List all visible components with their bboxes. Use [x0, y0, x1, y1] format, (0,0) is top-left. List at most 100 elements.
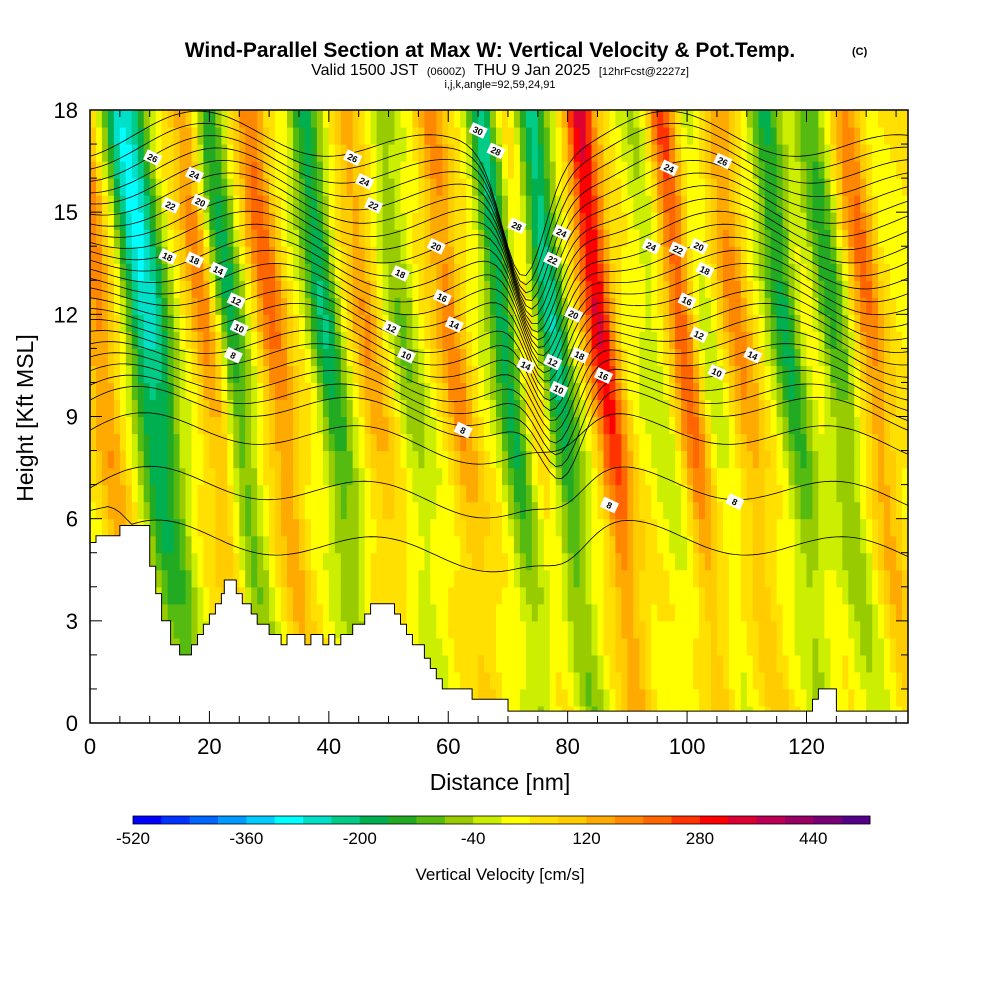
w-cell — [788, 297, 796, 315]
w-cell — [693, 127, 700, 145]
w-cell — [203, 161, 210, 179]
w-cell — [776, 569, 784, 588]
w-cell — [149, 280, 157, 298]
w-cell — [878, 603, 885, 622]
w-cell — [806, 365, 814, 383]
w-cell — [609, 688, 617, 707]
w-cell — [788, 127, 796, 145]
w-cell — [173, 161, 181, 179]
w-cell — [627, 246, 634, 264]
w-cell — [502, 348, 509, 366]
w-cell — [866, 365, 873, 383]
w-cell — [209, 212, 216, 230]
w-cell — [716, 552, 724, 571]
w-cell — [119, 246, 127, 264]
w-cell — [615, 178, 622, 196]
w-cell — [215, 518, 222, 537]
w-cell — [878, 467, 885, 486]
w-cell — [657, 620, 664, 639]
w-cell — [96, 501, 103, 520]
w-cell — [376, 433, 384, 452]
w-cell — [591, 671, 599, 690]
w-cell — [872, 161, 879, 179]
w-cell — [513, 518, 521, 537]
w-cell — [633, 620, 640, 639]
w-cell — [764, 688, 772, 707]
w-cell — [728, 127, 736, 145]
w-cell — [836, 263, 843, 281]
w-cell — [281, 603, 288, 622]
w-cell — [884, 314, 891, 332]
w-cell — [448, 229, 455, 247]
w-cell — [460, 654, 467, 673]
w-cell — [90, 484, 97, 503]
w-cell — [537, 399, 545, 418]
w-cell — [472, 688, 479, 707]
w-cell — [675, 178, 682, 196]
w-cell — [573, 127, 581, 145]
w-cell — [555, 688, 563, 707]
w-cell — [687, 518, 694, 537]
w-cell — [758, 263, 766, 281]
w-cell — [173, 127, 181, 145]
w-cell — [681, 212, 688, 230]
w-cell — [340, 297, 348, 315]
w-cell — [693, 654, 700, 673]
w-cell — [161, 467, 169, 486]
w-cell — [502, 535, 509, 554]
w-cell — [585, 127, 593, 145]
w-cell — [866, 263, 873, 281]
w-cell — [125, 433, 133, 452]
w-cell — [293, 603, 300, 622]
w-cell — [531, 569, 539, 588]
w-cell — [645, 382, 652, 400]
w-cell — [764, 161, 772, 179]
w-cell — [639, 229, 646, 247]
w-cell — [591, 484, 599, 503]
w-cell — [764, 246, 772, 264]
contour-label: 16 — [432, 288, 452, 306]
w-cell — [525, 586, 533, 605]
w-cell — [137, 433, 145, 452]
w-cell — [693, 467, 700, 486]
w-cell — [263, 178, 270, 196]
w-cell — [782, 603, 790, 622]
w-cell — [442, 314, 449, 332]
w-cell — [406, 484, 414, 503]
w-cell — [788, 688, 796, 707]
w-cell — [149, 348, 157, 366]
w-cell — [758, 348, 766, 366]
w-cell — [788, 671, 796, 690]
w-cell — [328, 229, 336, 247]
w-cell — [543, 654, 551, 673]
w-cell — [412, 263, 419, 281]
w-cell — [824, 348, 831, 366]
w-cell — [340, 365, 348, 383]
w-cell — [245, 382, 252, 400]
w-cell — [693, 229, 700, 247]
w-cell — [776, 501, 784, 520]
w-cell — [872, 518, 879, 537]
w-cell — [299, 382, 306, 400]
w-cell — [603, 416, 611, 435]
w-cell — [304, 518, 312, 537]
w-cell — [764, 178, 772, 196]
w-cell — [173, 433, 181, 452]
w-cell — [884, 110, 891, 128]
w-cell — [221, 569, 228, 588]
w-cell — [310, 263, 318, 281]
w-cell — [424, 212, 431, 230]
w-cell — [502, 433, 509, 452]
w-cell — [328, 212, 336, 230]
w-cell — [400, 518, 408, 537]
w-cell — [101, 127, 109, 145]
w-cell — [197, 263, 205, 281]
w-cell — [484, 586, 491, 605]
w-cell — [734, 178, 742, 196]
w-cell — [155, 212, 163, 230]
w-cell — [370, 246, 378, 264]
w-cell — [902, 620, 908, 639]
w-cell — [173, 144, 181, 162]
w-cell — [310, 416, 318, 435]
w-cell — [430, 450, 437, 469]
